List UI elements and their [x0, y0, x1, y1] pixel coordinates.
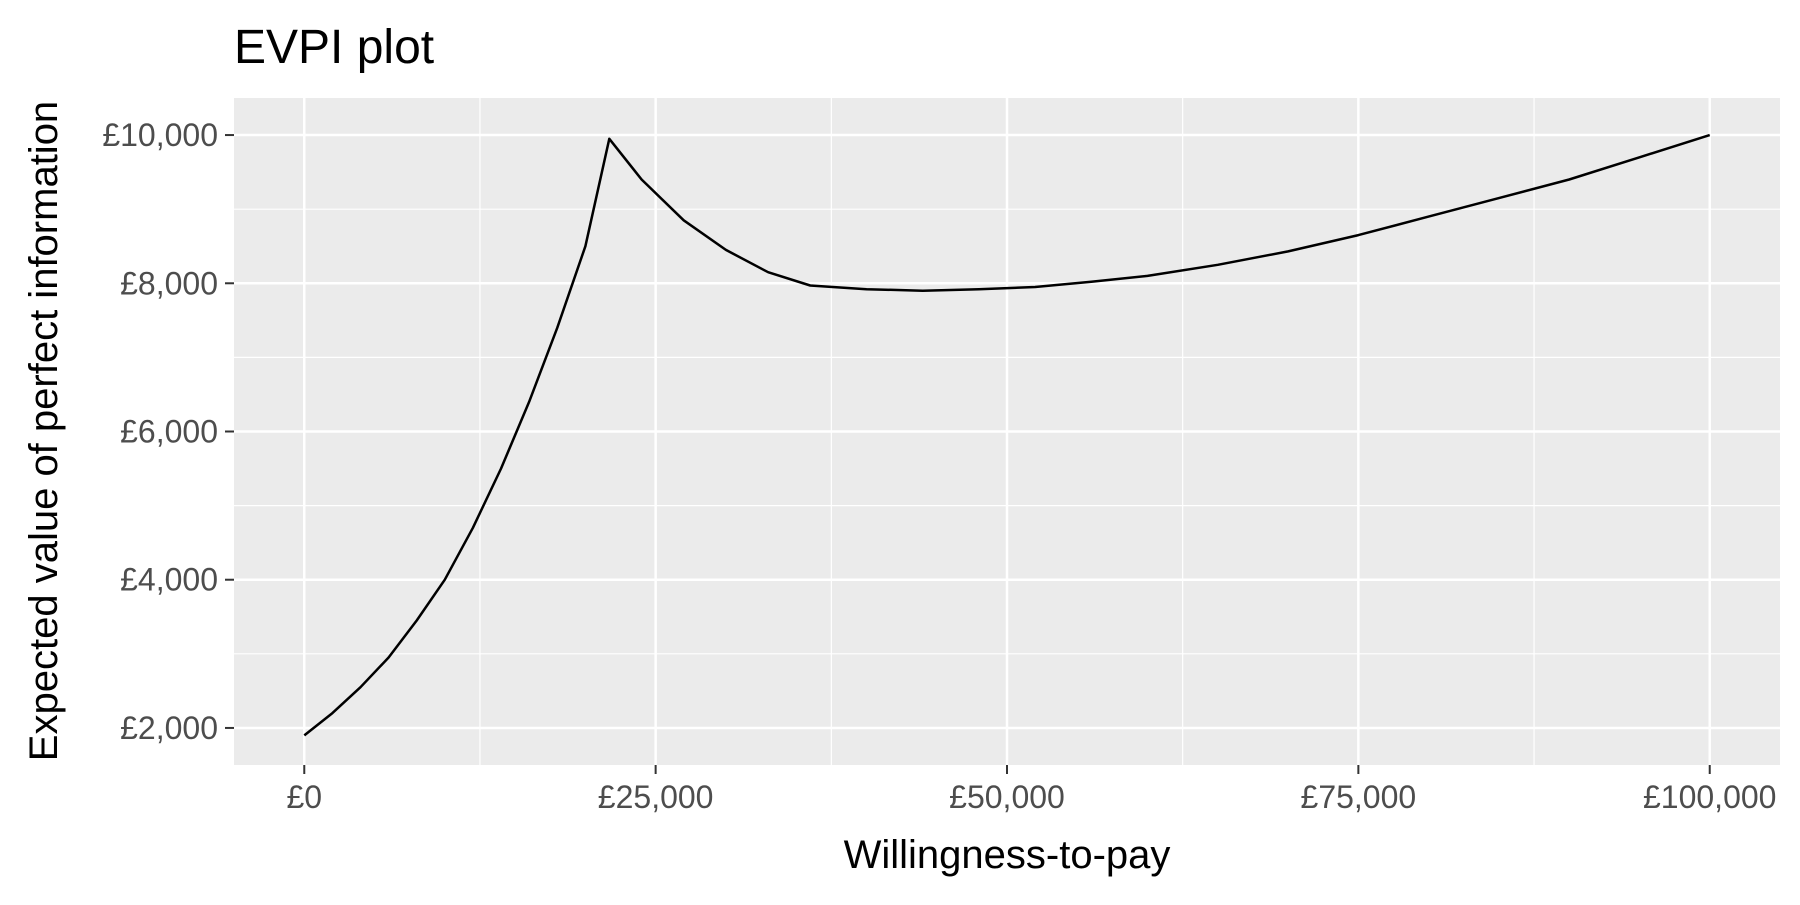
evpi-line: [303, 133, 1711, 737]
y-tick-label-1: £4,000: [120, 562, 218, 598]
y-tick-label-0: £2,000: [120, 710, 218, 746]
y-tick-label-2: £6,000: [120, 414, 218, 450]
x-tick-label-1: £25,000: [598, 779, 714, 815]
y-tick-label-4: £10,000: [102, 117, 218, 153]
x-tick-label-2: £50,000: [949, 779, 1065, 815]
x-tick-label-0: £0: [286, 779, 322, 815]
x-axis-ticks: £0 £25,000 £50,000 £75,000 £100,000: [286, 765, 1776, 815]
x-axis-title: Willingness-to-pay: [844, 833, 1171, 877]
y-axis-title: Expected value of perfect information: [22, 101, 66, 761]
chart-title: EVPI plot: [234, 21, 434, 74]
major-gridlines: [234, 98, 1780, 765]
y-tick-label-3: £8,000: [120, 265, 218, 301]
y-axis-ticks: £2,000 £4,000 £6,000 £8,000 £10,000: [102, 117, 234, 746]
x-tick-label-4: £100,000: [1643, 779, 1776, 815]
x-tick-label-3: £75,000: [1301, 779, 1417, 815]
